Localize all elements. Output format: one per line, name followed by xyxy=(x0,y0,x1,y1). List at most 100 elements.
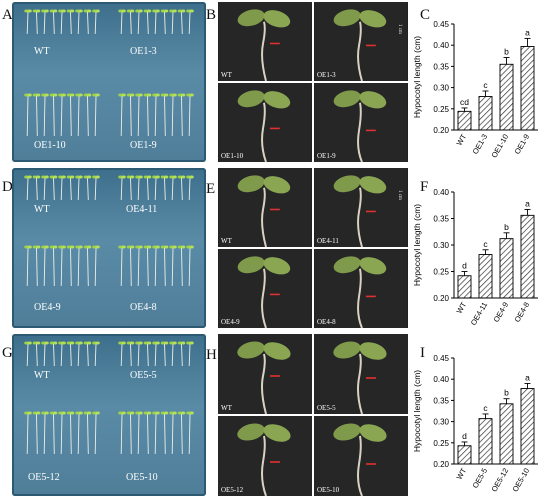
seedling-icon xyxy=(177,93,186,137)
y-tick-label: 0.45 xyxy=(433,354,449,363)
seedling-icon xyxy=(160,9,169,35)
seedling-icon xyxy=(66,9,75,35)
seedling-photo-grid-3: WT OE5-5 OE5-12 OE5-10 xyxy=(218,334,408,496)
seedling-icon xyxy=(135,245,143,287)
seedling-icon xyxy=(75,9,83,35)
x-tick-label: WT xyxy=(455,466,469,481)
seedling-row-top xyxy=(24,338,194,398)
seedling-icon xyxy=(126,411,135,455)
seedling-icon xyxy=(126,341,135,367)
seedling-icon xyxy=(143,175,152,201)
bar xyxy=(457,275,472,299)
panel-letter-d: D xyxy=(2,179,13,195)
seedling-icon xyxy=(92,411,100,455)
seedling-icon xyxy=(58,411,66,455)
seedling-photo: WT xyxy=(218,2,312,81)
seedling-icon xyxy=(186,245,194,287)
seedling-icon xyxy=(58,341,66,367)
seedling-icon xyxy=(169,341,177,367)
seedling-icon xyxy=(135,93,143,137)
seedling-icon xyxy=(66,341,75,367)
photo-label: OE4-9 xyxy=(221,318,240,326)
seedling-icon xyxy=(83,245,92,287)
seedling-icon xyxy=(92,175,100,201)
seedling-icon xyxy=(152,93,160,137)
seedling-illustration xyxy=(314,249,408,328)
seedling-icon xyxy=(49,341,58,367)
seedling-illustration xyxy=(314,416,408,496)
seedling-icon xyxy=(66,93,75,137)
bar xyxy=(478,96,493,131)
seedling-icon xyxy=(177,341,186,367)
seedling-icon xyxy=(126,9,135,35)
seedling-icon xyxy=(41,411,49,455)
seedling-icon xyxy=(186,341,194,367)
seedling-icon xyxy=(66,245,75,287)
seedling-illustration xyxy=(314,83,408,162)
y-tick-label: 0.25 xyxy=(433,268,449,277)
seedling-icon xyxy=(24,341,32,367)
photo-label: OE5-12 xyxy=(221,486,244,494)
seedling-row-bottom xyxy=(24,242,194,302)
panel-letter-f: F xyxy=(420,179,429,195)
seedling-icon xyxy=(66,411,75,455)
photo-label: OE5-5 xyxy=(317,404,336,412)
seedling-icon xyxy=(152,411,160,455)
seedling-icon xyxy=(49,9,58,35)
seedling-photo: 1 cm OE4-11 xyxy=(314,168,408,247)
seedling-icon xyxy=(135,175,143,201)
seedling-illustration xyxy=(218,249,312,328)
x-tick-label: OE5-10 xyxy=(511,467,532,494)
seedling-icon xyxy=(83,93,92,137)
seedling-icon xyxy=(41,93,49,137)
seedling-icon xyxy=(41,341,49,367)
seedling-illustration xyxy=(314,168,408,247)
seedling-icon xyxy=(143,341,152,367)
x-tick-label: OE4-8 xyxy=(513,301,532,324)
x-tick-label: WT xyxy=(455,300,469,315)
seedling-icon xyxy=(160,175,169,201)
seedling-icon xyxy=(58,93,66,137)
y-axis-label: Hypocotyl length (cm) xyxy=(412,370,422,452)
panel-letter-e: E xyxy=(206,181,216,197)
seedling-photo: OE5-12 xyxy=(218,416,312,496)
y-tick-label: 0.35 xyxy=(433,396,449,405)
photo-label: OE1-9 xyxy=(317,152,336,160)
seedling-icon xyxy=(152,175,160,201)
y-tick-label: 0.30 xyxy=(433,418,449,427)
seedling-illustration xyxy=(218,2,312,81)
seedling-icon xyxy=(75,175,83,201)
seedling-icon xyxy=(32,245,41,287)
y-tick-label: 0.20 xyxy=(433,126,449,135)
bar xyxy=(499,403,514,465)
seedling-icon xyxy=(24,245,32,287)
y-tick-label: 0.20 xyxy=(433,460,449,469)
significance-label: d xyxy=(462,261,467,271)
x-tick-label: WT xyxy=(455,132,469,147)
photo-label: OE4-8 xyxy=(317,318,336,326)
seedling-icon xyxy=(24,411,32,455)
significance-label: a xyxy=(525,372,530,382)
seedling-icon xyxy=(41,9,49,35)
bar-chart-hypocotyl-1: 0.20 0.25 0.30 0.35 0.40 0.45 Hypocotyl length… xyxy=(412,20,538,159)
seedling-icon xyxy=(58,175,66,201)
seedling-icon xyxy=(92,245,100,287)
seedling-icon xyxy=(83,175,92,201)
seedling-icon xyxy=(135,341,143,367)
seedling-icon xyxy=(118,93,126,137)
plate-label: OE5-5 xyxy=(130,370,157,381)
significance-label: a xyxy=(525,198,530,208)
seedling-icon xyxy=(118,411,126,455)
seedling-icon xyxy=(118,9,126,35)
significance-label: b xyxy=(504,222,509,232)
seedling-row-bottom xyxy=(24,408,194,468)
y-axis-label: Hypocotyl length (cm) xyxy=(412,36,422,118)
seedling-icon xyxy=(143,9,152,35)
seedling-photo: OE4-8 xyxy=(314,249,408,328)
photo-label: OE1-3 xyxy=(317,71,336,79)
seedling-icon xyxy=(177,175,186,201)
seedling-icon xyxy=(143,93,152,137)
seedling-illustration xyxy=(218,83,312,162)
seedling-row-top xyxy=(24,172,194,232)
seedling-row-top xyxy=(24,6,194,66)
